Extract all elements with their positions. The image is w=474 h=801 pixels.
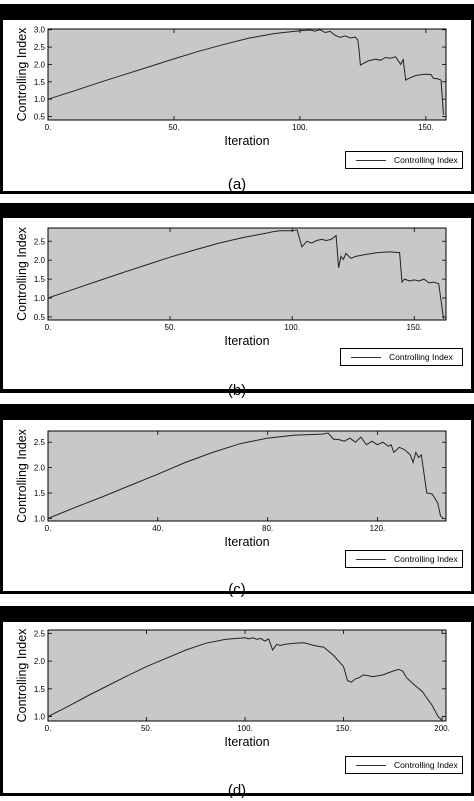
y-tick-label: 2.5: [34, 237, 46, 246]
y-axis-label: Controlling Index: [15, 226, 29, 321]
y-tick-label: 2.0: [34, 60, 46, 69]
plot-area: [47, 430, 447, 522]
y-tick-label: 1.0: [34, 95, 46, 104]
legend-label: Controlling Index: [394, 760, 458, 770]
legend-line-swatch: [351, 356, 381, 358]
x-tick-label: 0.: [45, 724, 52, 733]
y-tick-label: 1.0: [34, 514, 46, 523]
chart-svg-c: 0. 40. 80. 120. 1.0 1.5 2.0 2.5 Iteration Control…: [15, 428, 447, 549]
x-tick-label: 40.: [152, 524, 163, 533]
y-axis-label: Controlling Index: [15, 628, 29, 723]
legend-label: Controlling Index: [394, 554, 458, 564]
series-line: [47, 229, 445, 319]
chart-svg-b: 0. 50. 100. 150. 0.5 1.0 1.5 2.0 2.5 Iteration Con…: [15, 226, 447, 348]
y-tick-label: 1.0: [34, 713, 46, 722]
y-tick-label: 2.0: [34, 256, 46, 265]
y-tick-label: 1.5: [34, 489, 46, 498]
y-tick-label: 1.5: [34, 275, 46, 284]
plot-area: [47, 28, 447, 121]
x-axis-label: Iteration: [224, 134, 269, 148]
x-tick-label: 50.: [165, 323, 176, 332]
y-tick-label: 1.5: [34, 78, 46, 87]
x-tick-label: 150.: [336, 724, 352, 733]
x-tick-label: 100.: [237, 724, 253, 733]
caption-c: (c): [228, 581, 246, 598]
y-axis-label: Controlling Index: [15, 428, 29, 523]
y-tick-label: 1.0: [34, 294, 46, 303]
chart-svg-d: 0. 50. 100. 150. 200. 1.0 1.5 2.0 2.5 Iteration Co…: [15, 628, 450, 749]
y-tick-label: 2.5: [34, 43, 46, 52]
x-tick-label: 50.: [168, 123, 179, 132]
plot-area: [47, 629, 447, 722]
legend: Controlling Index: [345, 151, 463, 169]
chart-panel-a: 0. 50. 100. 150. 0.5 1.0 1.5 2.0 2.5 3.0 Iteration…: [0, 0, 474, 200]
y-tick-label: 0.5: [34, 113, 46, 122]
x-tick-label: 0.: [45, 524, 52, 533]
x-tick-label: 0.: [45, 123, 52, 132]
x-tick-label: 0.: [45, 323, 52, 332]
legend: Controlling Index: [345, 756, 463, 774]
y-tick-label: 2.5: [34, 438, 46, 447]
x-tick-label: 100.: [284, 323, 300, 332]
x-axis-label: Iteration: [224, 334, 269, 348]
y-tick-label: 1.5: [34, 685, 46, 694]
series-line: [47, 29, 444, 115]
caption-d: (d): [227, 782, 247, 799]
x-tick-label: 120.: [370, 524, 386, 533]
y-tick-label: 2.0: [34, 657, 46, 666]
legend: Controlling Index: [345, 550, 463, 568]
x-axis-label: Iteration: [224, 535, 269, 549]
series-line: [47, 637, 443, 721]
series-line: [47, 432, 444, 519]
legend-label: Controlling Index: [394, 155, 458, 165]
legend-line-swatch: [356, 159, 386, 161]
y-tick-label: 3.0: [34, 26, 46, 35]
y-tick-label: 2.5: [34, 629, 46, 638]
chart-panel-d: 0. 50. 100. 150. 200. 1.0 1.5 2.0 2.5 Iteration Co…: [0, 600, 474, 801]
x-tick-label: 50.: [141, 724, 152, 733]
caption-a: (a): [227, 176, 247, 193]
legend: Controlling Index: [340, 348, 463, 366]
chart-panel-b: 0. 50. 100. 150. 0.5 1.0 1.5 2.0 2.5 Iteration Con…: [0, 200, 474, 400]
y-tick-label: 0.5: [34, 313, 46, 322]
x-tick-label: 150.: [418, 123, 434, 132]
x-tick-label: 100.: [292, 123, 308, 132]
caption-b: (b): [227, 382, 247, 399]
y-tick-label: 2.0: [34, 464, 46, 473]
chart-svg-a: 0. 50. 100. 150. 0.5 1.0 1.5 2.0 2.5 3.0 Iteration…: [15, 26, 447, 148]
y-axis-label: Controlling Index: [15, 27, 29, 122]
chart-panel-c: 0. 40. 80. 120. 1.0 1.5 2.0 2.5 Iteration Control…: [0, 400, 474, 600]
x-tick-label: 200.: [434, 724, 450, 733]
legend-line-swatch: [356, 558, 386, 560]
plot-area: [47, 227, 447, 321]
legend-label: Controlling Index: [389, 352, 453, 362]
x-tick-label: 150.: [406, 323, 422, 332]
x-axis-label: Iteration: [224, 735, 269, 749]
x-tick-label: 80.: [262, 524, 273, 533]
legend-line-swatch: [356, 764, 386, 766]
